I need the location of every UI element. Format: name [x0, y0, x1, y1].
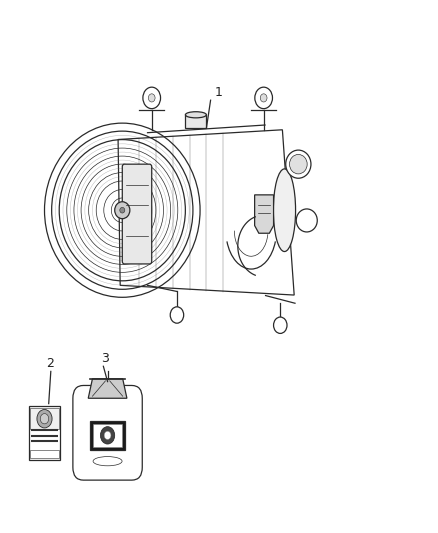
Bar: [185, 115, 206, 127]
Bar: [30, 408, 59, 430]
Circle shape: [100, 426, 115, 444]
Circle shape: [143, 87, 161, 109]
Text: 2: 2: [46, 357, 54, 370]
Circle shape: [274, 317, 287, 334]
Text: 3: 3: [101, 352, 109, 365]
Ellipse shape: [296, 209, 317, 232]
Ellipse shape: [286, 150, 311, 178]
Circle shape: [37, 409, 52, 428]
Circle shape: [104, 431, 111, 439]
Bar: [93, 424, 123, 447]
Circle shape: [260, 94, 267, 102]
Ellipse shape: [290, 155, 307, 174]
Circle shape: [170, 307, 184, 323]
Bar: [30, 449, 59, 458]
Bar: [90, 421, 125, 450]
Circle shape: [255, 87, 272, 109]
Ellipse shape: [273, 169, 296, 252]
Bar: [29, 406, 60, 459]
Polygon shape: [88, 379, 127, 398]
Ellipse shape: [115, 202, 130, 219]
Circle shape: [148, 94, 155, 102]
Circle shape: [40, 414, 49, 424]
Ellipse shape: [185, 112, 206, 118]
FancyBboxPatch shape: [122, 164, 152, 264]
FancyBboxPatch shape: [73, 385, 142, 480]
Text: 1: 1: [215, 86, 223, 99]
Polygon shape: [254, 195, 274, 233]
Ellipse shape: [120, 207, 125, 213]
